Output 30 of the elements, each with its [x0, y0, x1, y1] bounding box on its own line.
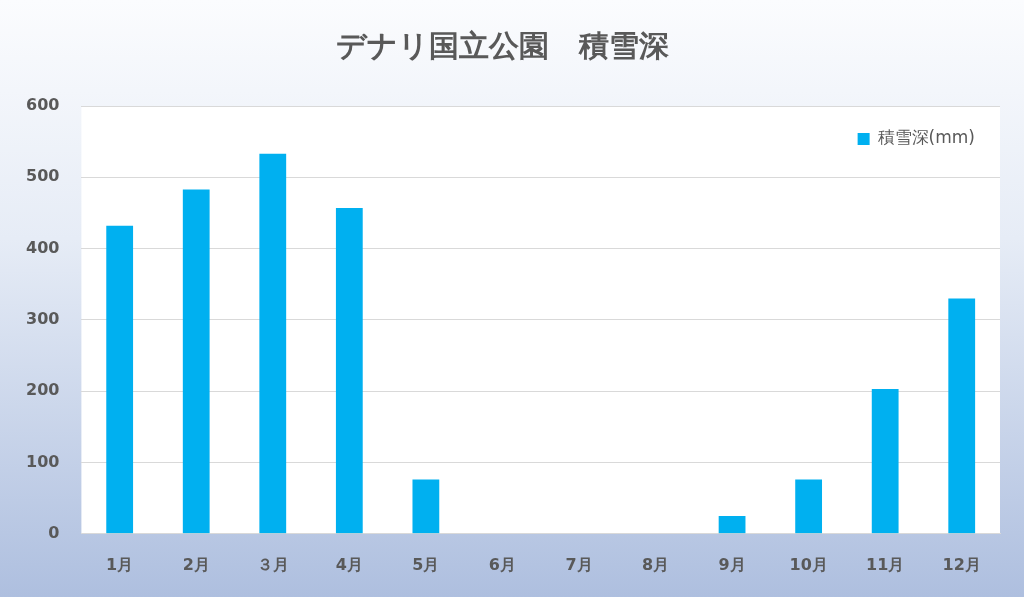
bar	[795, 479, 823, 534]
bar	[106, 225, 134, 534]
legend-label: 積雪深(mm)	[877, 127, 976, 148]
y-tick-label: 200	[25, 380, 60, 400]
x-tick-label: 1月	[106, 554, 134, 574]
x-tick-label: ３月	[256, 554, 289, 574]
x-tick-label: 6月	[488, 554, 516, 574]
x-tick-label: 2月	[182, 554, 210, 574]
bar	[948, 298, 976, 534]
y-tick-label: 100	[25, 451, 60, 471]
y-tick-label: 400	[25, 237, 60, 257]
bar	[718, 515, 746, 534]
x-tick-label: 9月	[718, 554, 746, 574]
x-tick-label: 10月	[789, 554, 828, 574]
x-tick-label: 5月	[412, 554, 440, 574]
bar	[182, 189, 210, 534]
y-tick-label: 300	[25, 309, 60, 329]
y-tick-label: 500	[25, 166, 60, 186]
bar	[871, 389, 899, 534]
bar	[335, 207, 363, 534]
x-tick-label: 7月	[565, 554, 593, 574]
y-tick-label: 600	[25, 95, 60, 115]
bar	[259, 153, 287, 534]
x-tick-label: 8月	[641, 554, 670, 574]
bar	[412, 479, 440, 534]
x-tick-label: 12月	[942, 554, 981, 574]
x-tick-label: 11月	[866, 554, 905, 574]
y-tick-label: 0	[48, 522, 60, 542]
x-tick-label: 4月	[335, 554, 363, 574]
chart-title: デナリ国立公園 積雪深	[335, 27, 669, 63]
